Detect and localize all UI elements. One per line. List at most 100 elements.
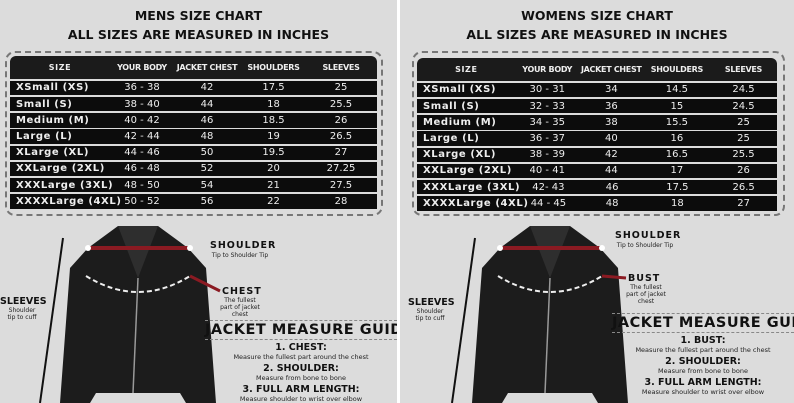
table-frame bbox=[412, 51, 785, 216]
table-cell: 36 bbox=[604, 100, 618, 112]
table-cell: 38 - 39 bbox=[529, 149, 565, 161]
table-cell: Medium (M) bbox=[423, 116, 497, 128]
table-cell: XXXLarge (3XL) bbox=[423, 181, 521, 193]
table-cell: 20 bbox=[267, 163, 280, 175]
table-cell: 27 bbox=[737, 197, 750, 209]
table-cell: 28 bbox=[334, 195, 348, 207]
guide-item-heading: 2. SHOULDER: bbox=[665, 356, 741, 367]
chest-label: BUST bbox=[628, 273, 661, 284]
shoulder-label: SHOULDER bbox=[615, 230, 682, 241]
table-row: XXXXLarge (4XL) 44 - 45 48 18 27 bbox=[417, 196, 777, 211]
table-cell: 44 - 46 bbox=[124, 147, 160, 159]
chest-desc: The fullest part of jacket chest bbox=[220, 297, 260, 318]
column-header: SHOULDERS bbox=[247, 63, 300, 72]
table-cell: 42 bbox=[200, 82, 214, 94]
table-row: XSmall (XS) 36 - 38 42 17.5 25 bbox=[10, 80, 377, 96]
table-cell: 50 - 52 bbox=[124, 195, 160, 207]
table-row: XXXLarge (3XL) 48 - 50 54 21 27.5 bbox=[10, 177, 377, 193]
size-table: SIZE YOUR BODY JACKET CHEST SHOULDERS SLEEVE… bbox=[10, 56, 377, 209]
table-cell: 26 bbox=[737, 165, 750, 177]
table-cell: 17.5 bbox=[666, 181, 689, 193]
table-cell: 25 bbox=[737, 116, 750, 128]
table-cell: 38 bbox=[604, 116, 618, 128]
table-cell: 17 bbox=[670, 165, 684, 177]
column-header: YOUR BODY bbox=[522, 65, 573, 74]
column-header: SIZE bbox=[455, 65, 478, 74]
guide-item-desc: Measure shoulder to wrist over elbow bbox=[641, 388, 765, 396]
table-cell: XXXLarge (3XL) bbox=[16, 179, 114, 191]
guide-item-desc: Measure the fullest part around the ches… bbox=[233, 353, 369, 361]
table-cell: Large (L) bbox=[423, 133, 480, 145]
table-cell: 40 - 42 bbox=[124, 114, 160, 126]
guide-item-desc: Measure shoulder to wrist over elbow bbox=[239, 395, 363, 403]
table-cell: 26.5 bbox=[732, 181, 755, 193]
column-header: SIZE bbox=[48, 63, 72, 72]
guide-title: JACKET MEASURE GUIDE bbox=[612, 313, 794, 333]
guide-item-heading: 1. CHEST: bbox=[275, 342, 327, 353]
shoulder-desc: Tip to Shoulder Tip bbox=[211, 252, 269, 259]
guide-item-desc: Measure from bone to bone bbox=[658, 367, 748, 375]
table-cell: Small (S) bbox=[423, 100, 480, 112]
table-cell: 36 - 37 bbox=[529, 133, 565, 145]
table-cell: 27 bbox=[334, 147, 348, 159]
table-row: Small (S) 32 - 33 36 15 24.5 bbox=[417, 98, 777, 114]
table-cell: 25.5 bbox=[329, 98, 353, 110]
table-cell: 17.5 bbox=[262, 82, 285, 94]
guide-item-heading: 3. FULL ARM LENGTH: bbox=[242, 384, 360, 395]
table-cell: 18 bbox=[671, 197, 684, 209]
table-cell: 42 bbox=[604, 149, 618, 161]
sleeves-desc: Shoulder tip to cuff bbox=[7, 307, 37, 321]
table-cell: Large (L) bbox=[16, 131, 73, 143]
table-cell: 18 bbox=[267, 98, 280, 110]
table-cell: 46 bbox=[200, 114, 214, 126]
size-table: SIZE YOUR BODY JACKET CHEST SHOULDERS SLEEVE… bbox=[417, 58, 777, 211]
measure-guide: JACKET MEASURE GUIDE 1. CHEST: Measure the… bbox=[205, 320, 397, 403]
table-cell: 54 bbox=[200, 179, 214, 191]
table-cell: 25.5 bbox=[732, 149, 755, 161]
jacket-image bbox=[451, 226, 628, 403]
table-cell: 16 bbox=[670, 133, 684, 145]
chart-subtitle: ALL SIZES ARE MEASURED IN INCHES bbox=[67, 27, 330, 42]
table-cell: 40 - 41 bbox=[529, 165, 565, 177]
column-header: SLEEVES bbox=[322, 63, 360, 72]
table-cell: 27.5 bbox=[329, 179, 353, 191]
table-cell: XXXXLarge (4XL) bbox=[16, 195, 122, 207]
shoulder-desc: Tip to Shoulder Tip bbox=[616, 242, 674, 249]
table-cell: XXXXLarge (4XL) bbox=[423, 197, 529, 209]
guide-item-heading: 2. SHOULDER: bbox=[263, 363, 339, 374]
womens-size-chart-panel: WOMENS SIZE CHART ALL SIZES ARE MEASURED… bbox=[400, 0, 794, 403]
table-cell: Medium (M) bbox=[16, 114, 90, 126]
table-cell: 30 - 31 bbox=[529, 84, 565, 96]
table-row: Large (L) 42 - 44 48 19 26.5 bbox=[10, 129, 377, 144]
sleeves-desc: Shoulder tip to cuff bbox=[415, 308, 445, 322]
table-cell: 25 bbox=[737, 133, 750, 145]
table-cell: 19 bbox=[267, 131, 280, 143]
chest-label: CHEST bbox=[222, 286, 262, 297]
table-row: XSmall (XS) 30 - 31 34 14.5 24.5 bbox=[417, 82, 777, 98]
guide-item-desc: Measure from bone to bone bbox=[256, 374, 346, 382]
table-cell: 21 bbox=[267, 179, 280, 191]
measure-guide: JACKET MEASURE GUIDE 1. BUST:Measure the … bbox=[612, 313, 794, 396]
chart-title: WOMENS SIZE CHART bbox=[521, 8, 673, 23]
table-cell: 15.5 bbox=[665, 116, 689, 128]
table-cell: 48 bbox=[200, 131, 214, 143]
table-cell: 27.25 bbox=[326, 163, 356, 175]
table-cell: XLarge (XL) bbox=[16, 147, 90, 159]
table-cell: 38 - 40 bbox=[124, 98, 160, 110]
shoulder-label: SHOULDER bbox=[210, 240, 277, 251]
table-cell: 19.5 bbox=[262, 147, 285, 159]
table-cell: 25 bbox=[334, 82, 348, 94]
table-cell: 44 bbox=[604, 165, 618, 177]
chart-title: MENS SIZE CHART bbox=[134, 8, 263, 23]
table-cell: 14.5 bbox=[665, 84, 689, 96]
table-cell: 16.5 bbox=[665, 149, 689, 161]
table-cell: 15 bbox=[670, 100, 684, 112]
table-cell: 56 bbox=[200, 195, 214, 207]
column-header: YOUR BODY bbox=[117, 63, 167, 72]
table-cell: 36 - 38 bbox=[124, 82, 160, 94]
mens-size-chart-panel: MENS SIZE CHART ALL SIZES ARE MEASURED I… bbox=[0, 0, 397, 403]
table-cell: 22 bbox=[267, 195, 280, 207]
table-row: XXXXLarge (4XL) 50 - 52 56 22 28 bbox=[10, 194, 377, 209]
table-cell: 26.5 bbox=[329, 131, 353, 143]
table-row: Medium (M) 40 - 42 46 18.5 26 bbox=[10, 113, 377, 128]
